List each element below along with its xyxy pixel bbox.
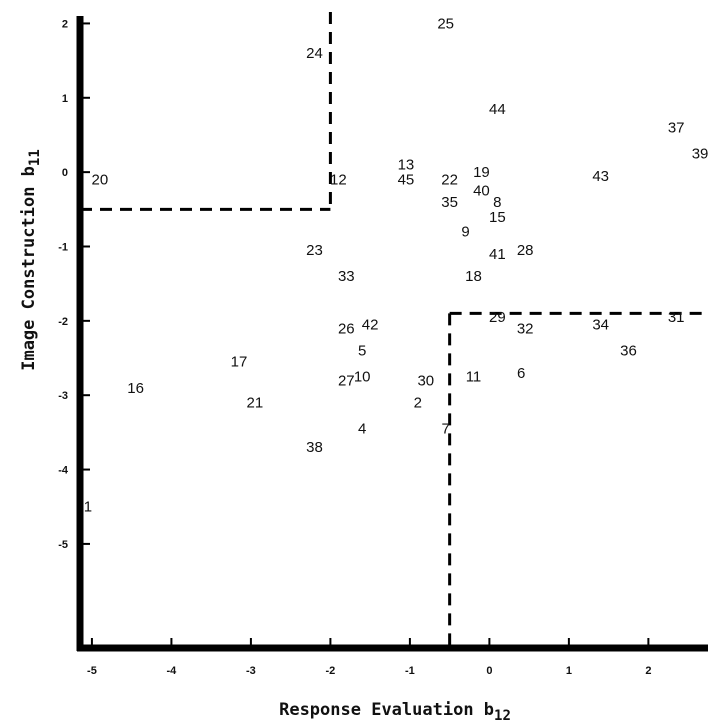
point-label: 36 (620, 343, 637, 360)
point-label: 32 (517, 320, 534, 337)
point-label: 34 (592, 317, 609, 334)
y-axis-title: Image Construction b11 (19, 149, 43, 371)
point-label: 41 (489, 246, 506, 263)
x-ticks: -5 -4 -3 -2 -1 0 1 2 (87, 638, 651, 677)
point-label: 42 (362, 317, 379, 334)
y-tick-label: 1 (62, 93, 68, 105)
x-tick-label: -1 (405, 665, 415, 677)
point-label: 26 (338, 320, 355, 337)
point-label: 28 (517, 242, 534, 259)
point-label: 39 (692, 146, 708, 163)
point-label: 21 (247, 395, 264, 412)
point-label: 25 (437, 15, 454, 32)
y-tick-label: 2 (62, 18, 68, 30)
point-label: 2 (414, 395, 422, 412)
axes-frame (76, 16, 708, 652)
point-label: 19 (473, 164, 490, 181)
x-tick-label: 1 (566, 665, 572, 677)
y-tick-label: 0 (62, 167, 68, 179)
point-label: 44 (489, 101, 506, 118)
point-label: 5 (358, 343, 366, 360)
point-label: 6 (517, 365, 525, 382)
point-label: 16 (127, 380, 144, 397)
point-label: 15 (489, 209, 506, 226)
point-label: 23 (306, 242, 323, 259)
x-tick-label: -5 (87, 665, 97, 677)
point-label: 1 (84, 499, 92, 516)
point-label: 22 (441, 172, 458, 189)
point-label: 31 (668, 309, 685, 326)
point-label: 7 (441, 421, 449, 438)
x-axis-title: Response Evaluation b12 (279, 700, 511, 724)
point-label: 10 (354, 369, 371, 386)
point-label: 43 (592, 168, 609, 185)
point-label: 45 (398, 172, 415, 189)
y-tick-label: -2 (58, 316, 68, 328)
point-label: 40 (473, 183, 490, 200)
point-label: 33 (338, 268, 355, 285)
point-label: 24 (306, 45, 323, 62)
x-tick-label: 0 (486, 665, 492, 677)
point-label: 11 (466, 369, 482, 386)
point-label: 4 (358, 421, 366, 438)
point-label: 37 (668, 120, 685, 137)
dashed-regions (80, 12, 708, 648)
y-tick-label: -3 (58, 390, 68, 402)
y-ticks: 2 1 0 -1 -2 -3 -4 -5 (58, 18, 90, 551)
y-tick-label: -4 (58, 465, 69, 477)
point-label: 17 (231, 354, 248, 371)
point-label: 18 (465, 268, 482, 285)
point-label: 8 (493, 194, 501, 211)
point-label: 13 (398, 157, 415, 174)
point-label: 30 (417, 372, 434, 389)
y-tick-label: -5 (58, 539, 68, 551)
x-tick-label: 2 (645, 665, 651, 677)
point-label: 35 (441, 194, 458, 211)
point-label: 27 (338, 372, 355, 389)
point-label: 38 (306, 439, 323, 456)
x-tick-label: -2 (326, 665, 336, 677)
x-tick-label: -3 (246, 665, 256, 677)
point-label: 9 (461, 224, 469, 241)
point-label: 20 (92, 172, 109, 189)
point-label: 29 (489, 309, 506, 326)
y-tick-label: -1 (58, 241, 68, 253)
x-tick-label: -4 (167, 665, 178, 677)
point-label: 12 (330, 172, 347, 189)
